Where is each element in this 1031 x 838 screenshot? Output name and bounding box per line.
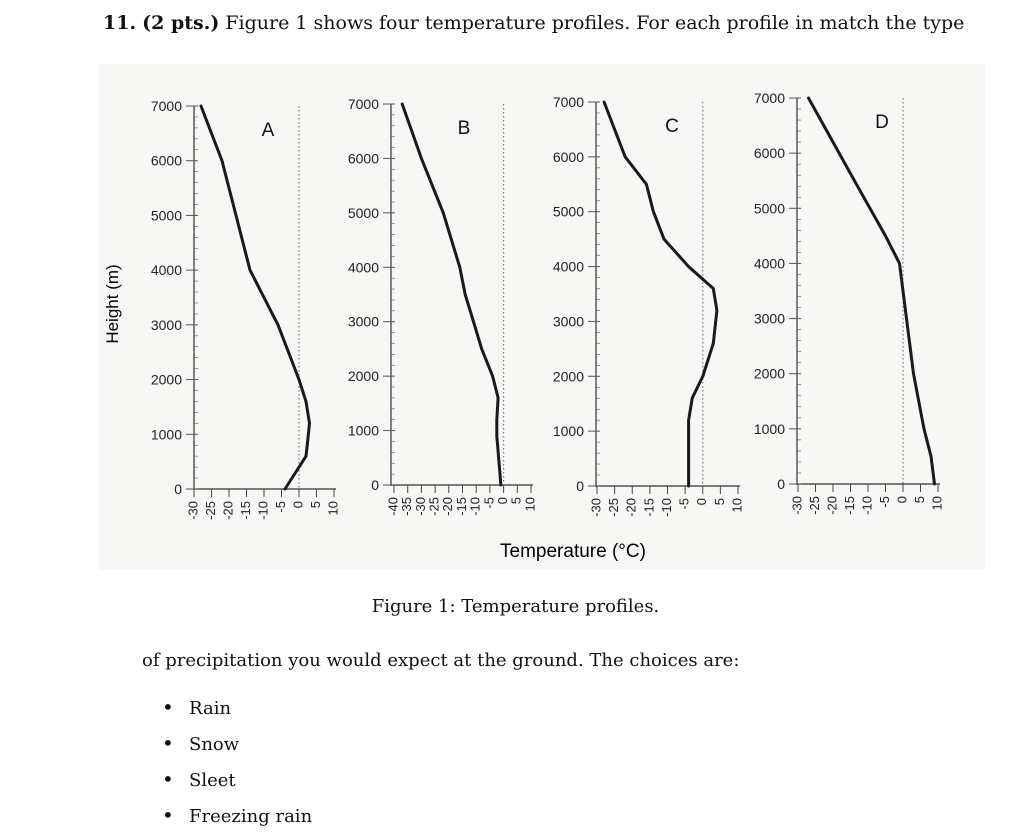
y-tick-label: 2000 <box>348 368 379 384</box>
x-tick-label: -30 <box>185 501 200 520</box>
x-tick-label: -5 <box>677 498 692 510</box>
y-tick-label: 3000 <box>553 313 584 329</box>
x-tick-label: -10 <box>659 498 674 517</box>
x-tick-label: 10 <box>729 498 744 512</box>
x-tick-label: -5 <box>481 497 496 509</box>
y-axis-label: Height (m) <box>103 264 122 343</box>
temperature-profile-line <box>400 102 503 487</box>
x-tick-label: -30 <box>413 497 428 516</box>
y-tick-label: 7000 <box>151 98 182 114</box>
x-tick-label: -20 <box>220 501 235 520</box>
figure-background <box>98 64 985 570</box>
y-tick-label: 7000 <box>553 94 584 110</box>
y-tick-label: 2000 <box>754 366 785 382</box>
x-tick-label: 0 <box>694 498 709 505</box>
y-tick-label: 6000 <box>553 149 584 165</box>
y-tick-label: 0 <box>371 477 379 493</box>
x-tick-label: 10 <box>929 496 944 510</box>
question-header: 11. (2 pts.) Figure 1 shows four tempera… <box>103 12 965 34</box>
x-tick-label: -20 <box>624 498 639 517</box>
y-tick-label: 2000 <box>553 368 584 384</box>
x-tick-label: -30 <box>588 498 603 517</box>
x-tick-label: 0 <box>894 496 909 503</box>
x-tick-label: 5 <box>912 496 927 503</box>
figure-caption: Figure 1: Temperature profiles. <box>371 596 660 617</box>
choice-item: Snow <box>162 730 312 766</box>
y-tick-label: 7000 <box>348 96 379 112</box>
choice-item: Sleet <box>162 766 312 802</box>
panel-title: B <box>458 118 471 139</box>
y-tick-label: 7000 <box>754 90 785 106</box>
y-tick-label: 6000 <box>348 150 379 166</box>
panel-title: A <box>262 120 275 141</box>
y-tick-label: 5000 <box>348 205 379 221</box>
choices-list: Rain Snow Sleet Freezing rain <box>162 694 312 838</box>
x-tick-label: -5 <box>273 501 288 513</box>
y-tick-label: 5000 <box>553 204 584 220</box>
x-tick-label: -15 <box>842 496 857 515</box>
temperature-profile-line <box>807 96 936 486</box>
y-tick-label: 4000 <box>553 259 584 275</box>
x-tick-label: -10 <box>468 497 483 516</box>
temperature-profile-line <box>602 100 719 488</box>
x-tick-label: -10 <box>255 501 270 520</box>
x-tick-label: -35 <box>399 497 414 516</box>
y-tick-label: 3000 <box>348 314 379 330</box>
x-tick-label: -10 <box>859 496 874 515</box>
y-tick-label: 1000 <box>754 421 785 437</box>
y-tick-label: 6000 <box>151 153 182 169</box>
x-tick-label: -25 <box>807 496 822 515</box>
y-tick-label: 1000 <box>151 426 182 442</box>
y-tick-label: 4000 <box>151 262 182 278</box>
temperature-profiles-figure: Height (m) Temperature (°C) 0 1000 2000 300… <box>98 64 985 574</box>
x-tick-label: 0 <box>290 501 305 508</box>
x-tick-label: 5 <box>308 501 323 508</box>
x-tick-label: -5 <box>877 496 892 508</box>
y-tick-label: 4000 <box>348 259 379 275</box>
x-tick-label: -40 <box>385 497 400 516</box>
choice-item: Freezing rain <box>162 802 312 838</box>
figure-canvas: Height (m) Temperature (°C) 010002000300… <box>98 64 985 570</box>
y-tick-label: 3000 <box>151 317 182 333</box>
y-tick-label: 4000 <box>754 255 785 271</box>
x-tick-label: -25 <box>203 501 218 520</box>
y-tick-label: 3000 <box>754 311 785 327</box>
x-tick-label: 5 <box>509 497 524 504</box>
y-tick-label: 0 <box>777 476 785 492</box>
panel-title: D <box>875 112 889 133</box>
question-continuation: of precipitation you would expect at the… <box>142 650 740 671</box>
y-tick-label: 1000 <box>348 423 379 439</box>
x-tick-label: -30 <box>789 496 804 515</box>
x-tick-label: 10 <box>325 501 340 515</box>
x-axis-label: Temperature (°C) <box>500 541 646 562</box>
y-tick-label: 5000 <box>151 207 182 223</box>
question-text: Figure 1 shows four temperature profiles… <box>225 12 965 34</box>
y-tick-label: 2000 <box>151 372 182 388</box>
y-tick-label: 6000 <box>754 145 785 161</box>
x-tick-label: -20 <box>440 497 455 516</box>
x-tick-label: -25 <box>427 497 442 516</box>
choice-item: Rain <box>162 694 312 730</box>
x-tick-label: 0 <box>495 497 510 504</box>
x-tick-label: -20 <box>824 496 839 515</box>
y-tick-label: 0 <box>174 481 182 497</box>
question-points: (2 pts.) <box>142 12 220 34</box>
question-number: 11 <box>103 12 130 34</box>
temperature-profile-line <box>199 104 311 491</box>
y-tick-label: 0 <box>576 478 584 494</box>
x-tick-label: 10 <box>522 497 537 511</box>
x-tick-label: -15 <box>238 501 253 520</box>
x-tick-label: -15 <box>641 498 656 517</box>
x-tick-label: 5 <box>712 498 727 505</box>
x-tick-label: -25 <box>606 498 621 517</box>
y-tick-label: 5000 <box>754 200 785 216</box>
panel-title: C <box>665 116 679 137</box>
x-tick-label: -15 <box>454 497 469 516</box>
y-tick-label: 1000 <box>553 423 584 439</box>
